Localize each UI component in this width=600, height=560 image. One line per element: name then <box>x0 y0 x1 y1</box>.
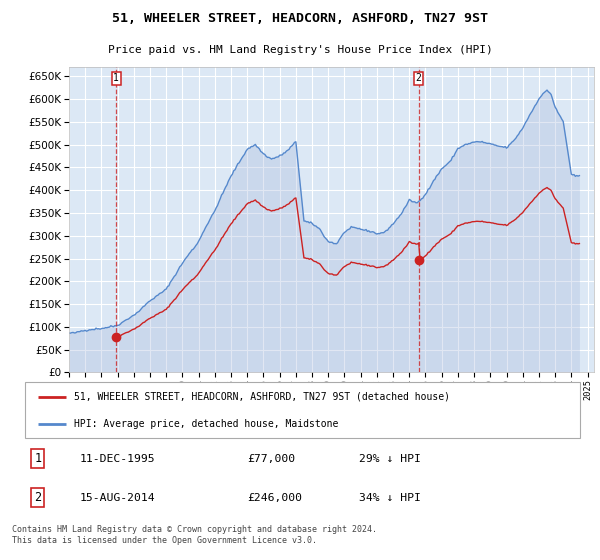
Text: £246,000: £246,000 <box>247 493 302 503</box>
FancyBboxPatch shape <box>25 382 580 438</box>
Text: 11-DEC-1995: 11-DEC-1995 <box>80 454 155 464</box>
Text: Price paid vs. HM Land Registry's House Price Index (HPI): Price paid vs. HM Land Registry's House … <box>107 45 493 55</box>
Text: 15-AUG-2014: 15-AUG-2014 <box>80 493 155 503</box>
Text: 2: 2 <box>416 73 422 83</box>
Text: 1: 1 <box>34 452 41 465</box>
Text: 29% ↓ HPI: 29% ↓ HPI <box>359 454 421 464</box>
Text: 34% ↓ HPI: 34% ↓ HPI <box>359 493 421 503</box>
Text: Contains HM Land Registry data © Crown copyright and database right 2024.
This d: Contains HM Land Registry data © Crown c… <box>12 525 377 545</box>
Text: 2: 2 <box>34 491 41 504</box>
Text: HPI: Average price, detached house, Maidstone: HPI: Average price, detached house, Maid… <box>74 419 338 429</box>
Text: 51, WHEELER STREET, HEADCORN, ASHFORD, TN27 9ST (detached house): 51, WHEELER STREET, HEADCORN, ASHFORD, T… <box>74 391 450 402</box>
Text: 51, WHEELER STREET, HEADCORN, ASHFORD, TN27 9ST: 51, WHEELER STREET, HEADCORN, ASHFORD, T… <box>112 12 488 25</box>
Text: 1: 1 <box>113 73 119 83</box>
Text: £77,000: £77,000 <box>247 454 295 464</box>
